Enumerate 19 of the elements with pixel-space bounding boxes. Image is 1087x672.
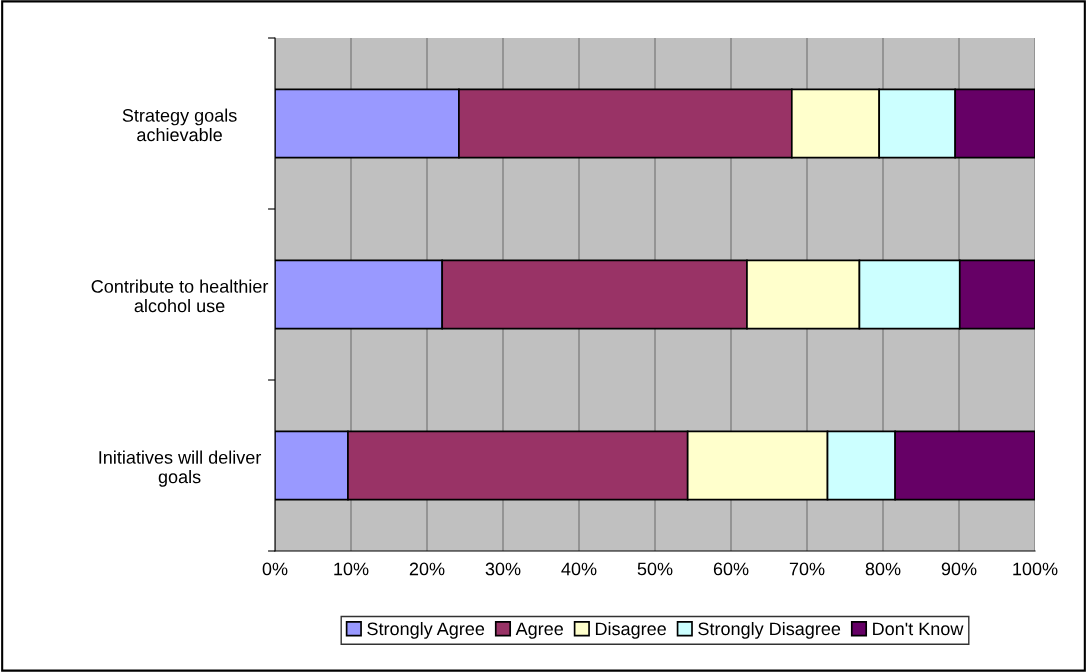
x-tick-label: 0% <box>262 562 288 576</box>
x-tick-label: 90% <box>941 562 977 576</box>
x-tick-label: 40% <box>561 562 597 576</box>
x-tick-label: 80% <box>865 562 901 576</box>
legend-label: Strongly Disagree <box>698 621 841 639</box>
x-tick-label: 70% <box>789 562 825 576</box>
legend-label: Strongly Agree <box>367 621 485 639</box>
x-tick-label: 20% <box>409 562 445 576</box>
x-tick-label: 10% <box>334 562 369 576</box>
x-tick-label: 30% <box>485 562 521 576</box>
y-tick-label: Strategy goals achievable <box>122 108 237 142</box>
y-tick-label: Initiatives will deliver goals <box>99 450 262 487</box>
x-tick-label: 50% <box>637 562 673 576</box>
y-tick-label: Contribute to healthier alcohol use <box>91 279 269 313</box>
x-tick-label: 60% <box>713 562 749 576</box>
x-tick-label: 100% <box>1013 562 1058 576</box>
legend-label: Don't Know <box>873 622 964 636</box>
legend-label: Disagree <box>595 621 666 639</box>
legend-label: Agree <box>515 622 563 639</box>
